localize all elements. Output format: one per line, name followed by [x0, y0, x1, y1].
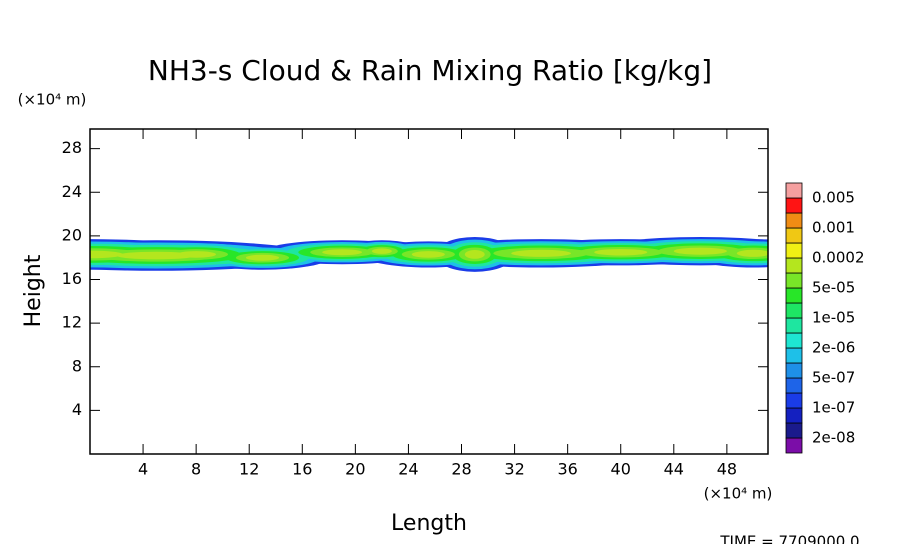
x-tick-label: 36 [557, 460, 577, 479]
x-tick-label: 20 [345, 460, 365, 479]
colorbar-box [785, 362, 803, 379]
x-tick-label: 24 [398, 460, 418, 479]
x-axis-label: Length [391, 511, 467, 536]
colorbar-label: 5e-07 [812, 369, 855, 387]
y-unit: (×10⁴ m) [18, 91, 87, 109]
colorbar-box [785, 302, 803, 319]
colorbar-box [785, 377, 803, 394]
colorbar-label: 1e-07 [812, 399, 855, 417]
colorbar-box [785, 437, 803, 454]
colorbar-label: 0.001 [812, 219, 855, 237]
contour-region [322, 249, 362, 256]
y-tick-label: 24 [62, 182, 82, 201]
y-tick-label: 4 [72, 400, 82, 419]
contour-region [464, 250, 485, 259]
x-tick-label: 8 [191, 460, 201, 479]
contour-region [116, 251, 197, 260]
x-tick-label: 40 [611, 460, 631, 479]
colorbar-box [785, 242, 803, 259]
colorbar-label: 0.0002 [812, 249, 865, 267]
x-tick-label: 32 [504, 460, 524, 479]
colorbar-label: 0.005 [812, 189, 855, 207]
colorbar-box [785, 332, 803, 349]
colorbar-box [785, 347, 803, 364]
colorbar-box [785, 407, 803, 424]
x-tick-label: 16 [292, 460, 312, 479]
contour-region [411, 251, 445, 258]
colorbar-box [785, 287, 803, 304]
x-tick-label: 28 [451, 460, 471, 479]
contour-region [90, 250, 124, 259]
x-unit: (×10⁴ m) [704, 485, 773, 503]
colorbar-label: 5e-05 [812, 279, 855, 297]
colorbar-box [785, 182, 803, 199]
colorbar-box [785, 422, 803, 439]
contour-field [90, 236, 768, 272]
colorbar-label: 1e-05 [812, 309, 855, 327]
y-axis-label: Height [21, 254, 46, 327]
y-tick-label: 28 [62, 138, 82, 157]
colorbar-box [785, 197, 803, 214]
colorbar-box [785, 227, 803, 244]
contour-region [673, 247, 727, 255]
colorbar-box [785, 212, 803, 229]
x-tick-label: 12 [239, 460, 259, 479]
contour-region [594, 248, 648, 256]
colorbar-box [785, 272, 803, 289]
footer: TIME = 7709000.0 [719, 533, 859, 544]
contour-region [371, 248, 392, 254]
colorbar-box [785, 392, 803, 409]
y-tick-label: 8 [72, 356, 82, 375]
x-tick-label: 44 [664, 460, 684, 479]
contour-region [176, 251, 217, 258]
y-tick-label: 16 [62, 269, 82, 288]
contour-region [511, 249, 571, 257]
colorbar-box [785, 257, 803, 274]
contour-region [245, 254, 280, 261]
plot-frame [89, 128, 769, 455]
colorbar-label: 2e-08 [812, 429, 855, 447]
colorbar-box [785, 317, 803, 334]
chart-title: NH3-s Cloud & Rain Mixing Ratio [kg/kg] [148, 54, 712, 87]
x-tick-label: 48 [717, 460, 737, 479]
colorbar-label: 2e-06 [812, 339, 855, 357]
y-tick-label: 12 [62, 313, 82, 332]
y-tick-label: 20 [62, 225, 82, 244]
contour-region [736, 249, 768, 257]
x-tick-label: 4 [138, 460, 148, 479]
